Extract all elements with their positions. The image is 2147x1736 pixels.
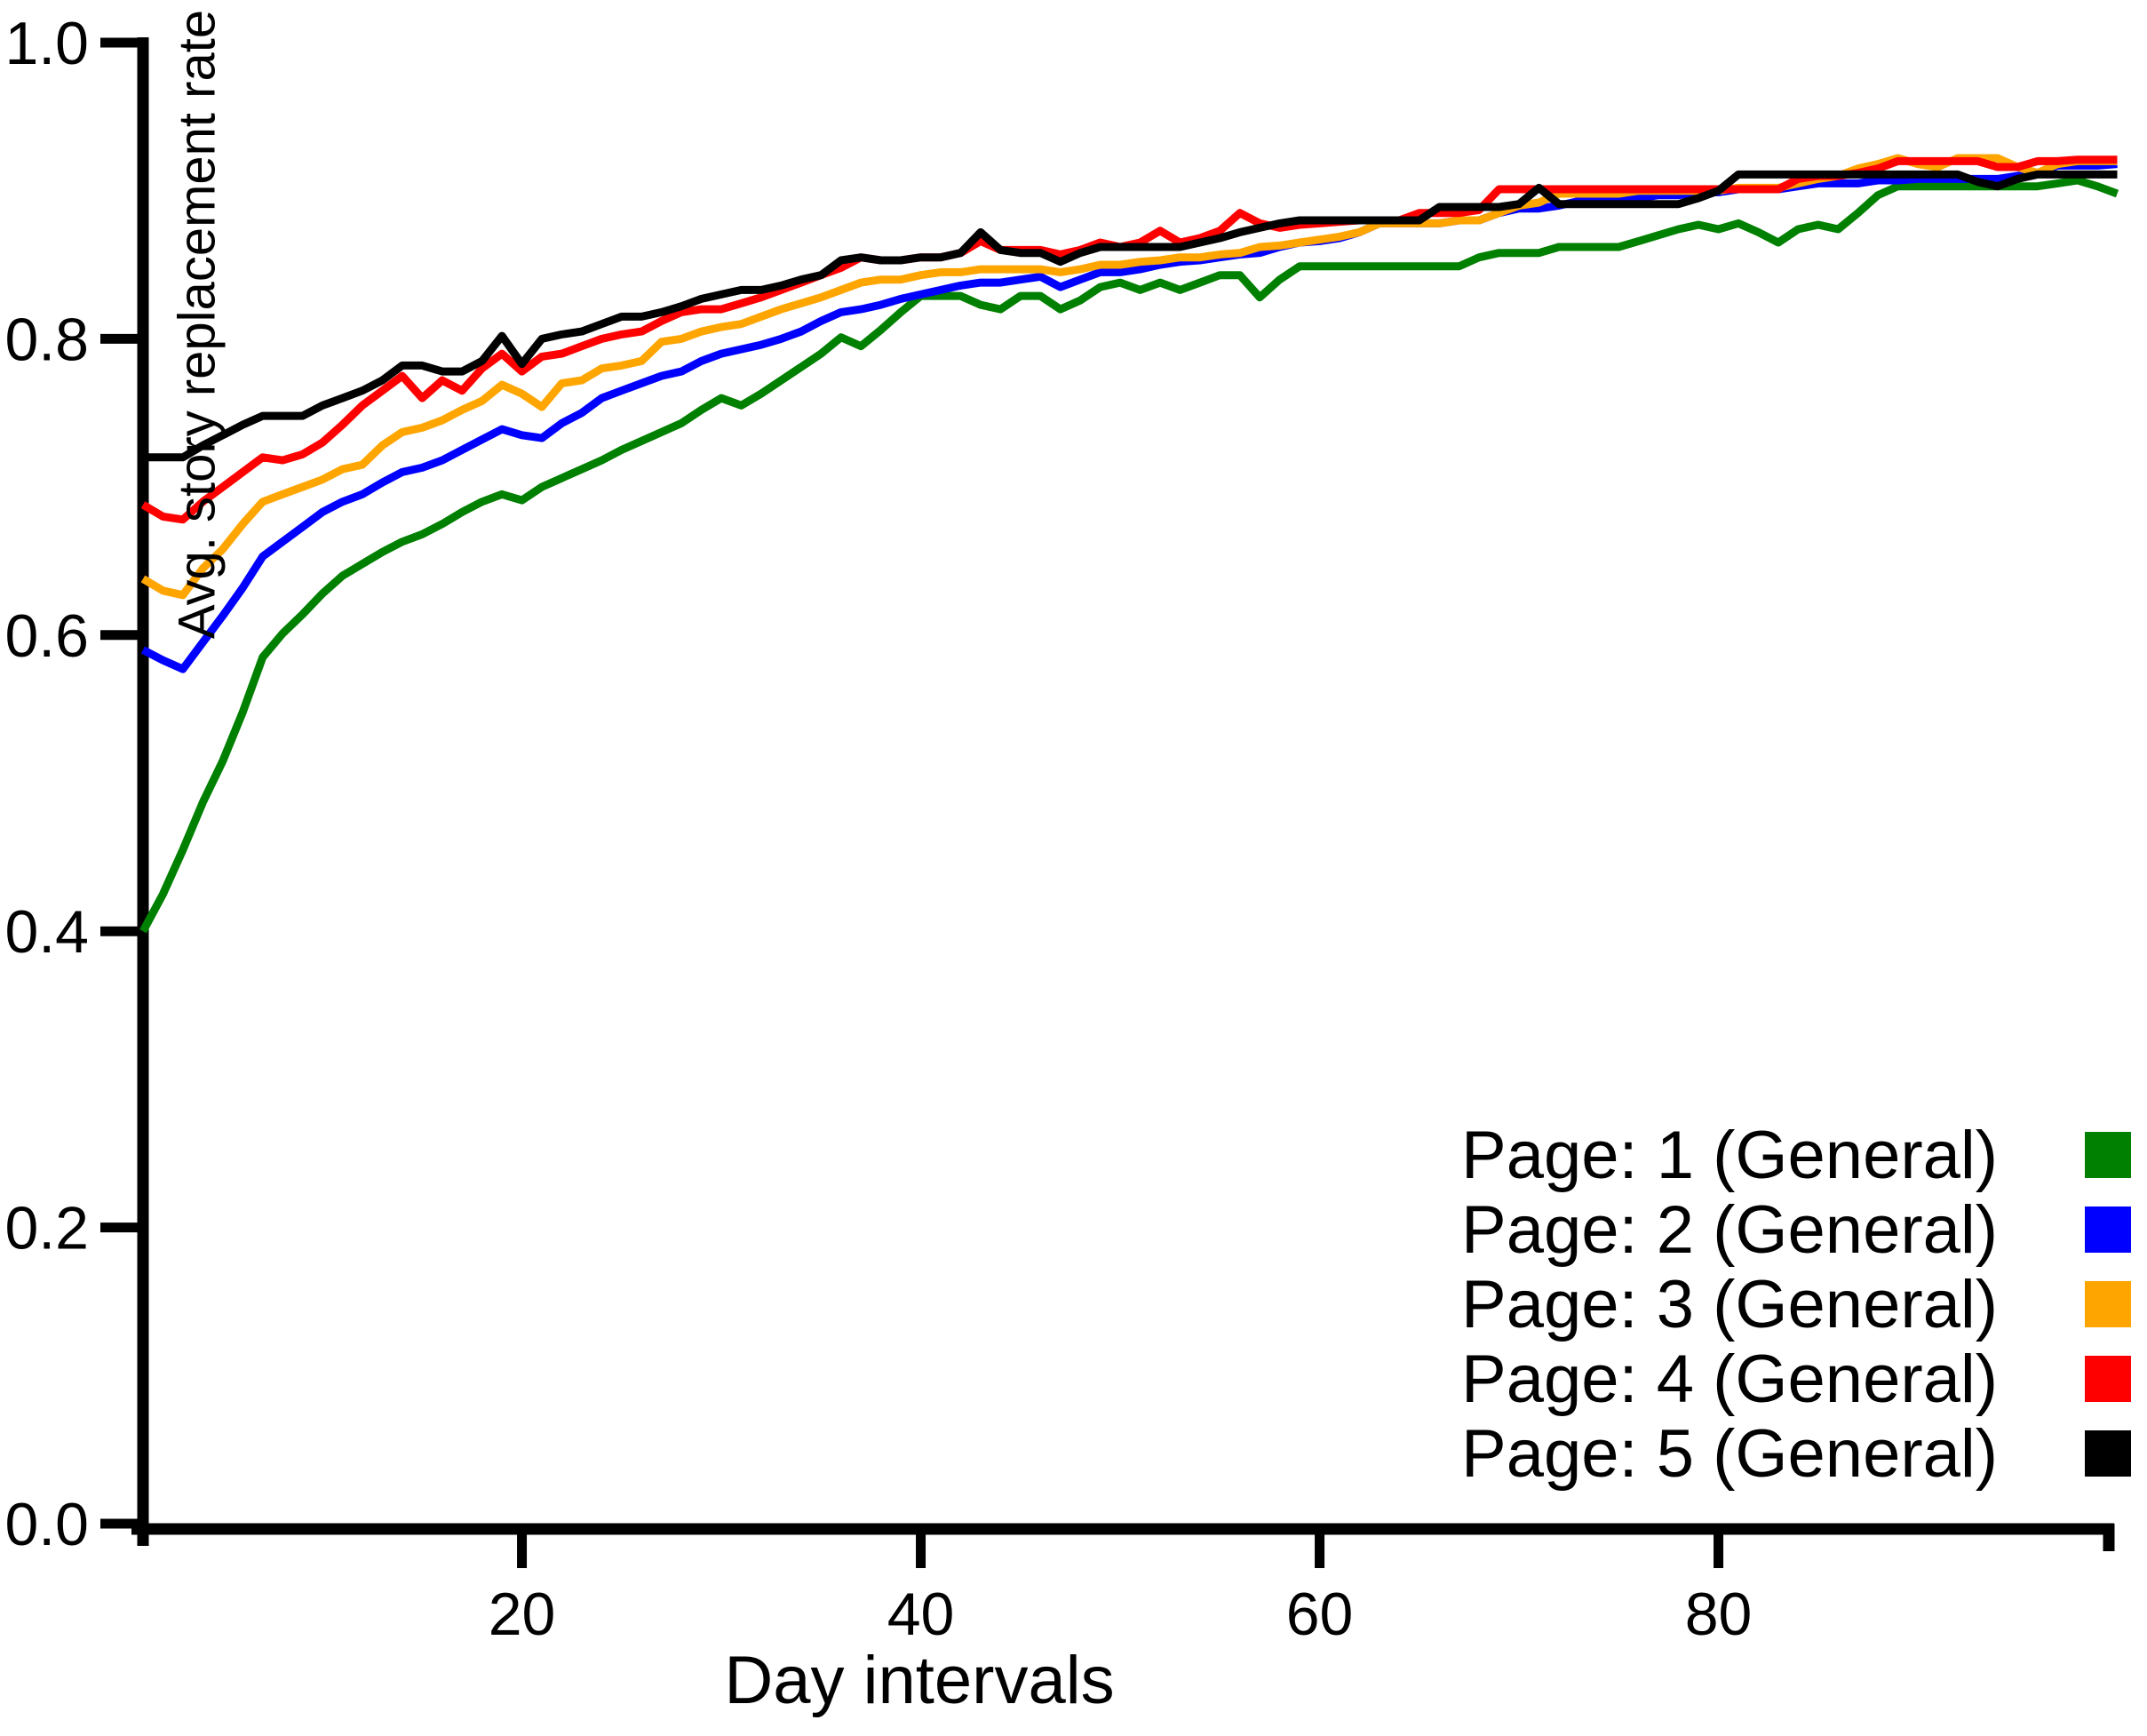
x-tick-label: 40 (887, 1581, 955, 1648)
legend-label: Page: 2 (General) (1461, 1191, 1999, 1268)
legend-label: Page: 1 (General) (1461, 1117, 1999, 1193)
legend-item-page-4: Page: 4 (General) (1461, 1341, 2131, 1417)
x-axis-label: Day intervals (724, 1643, 1115, 1718)
series-line-page-1 (139, 176, 2119, 934)
legend: Page: 1 (General) Page: 2 (General) Page… (1461, 1117, 2131, 1492)
legend-swatch-orange (2085, 1281, 2131, 1327)
y-tick-label: 0.8 (4, 306, 89, 373)
legend-item-page-2: Page: 2 (General) (1461, 1191, 2131, 1268)
legend-label: Page: 3 (General) (1461, 1266, 1999, 1342)
x-tick-label: 60 (1286, 1581, 1354, 1648)
legend-swatch-red (2085, 1356, 2131, 1402)
legend-label: Page: 4 (General) (1461, 1341, 1999, 1417)
y-axis-label: Avg. story replacement rate (168, 9, 227, 640)
y-tick-label: 0.2 (4, 1195, 89, 1262)
y-tick-label: 0.0 (4, 1491, 89, 1558)
legend-item-page-5: Page: 5 (General) (1461, 1415, 2131, 1492)
y-tick-label: 1.0 (4, 10, 89, 77)
x-tick-label: 80 (1685, 1581, 1753, 1648)
series-line-page-2 (140, 160, 2118, 673)
series-line-page-5 (143, 170, 2118, 462)
legend-swatch-black (2085, 1430, 2131, 1477)
y-tick-label: 0.4 (4, 898, 89, 966)
legend-swatch-blue (2085, 1206, 2131, 1253)
y-tick-label: 0.6 (4, 602, 89, 670)
legend-swatch-green (2085, 1132, 2131, 1178)
legend-item-page-3: Page: 3 (General) (1461, 1267, 2131, 1342)
legend-item-page-1: Page: 1 (General) (1461, 1117, 2131, 1193)
x-tick-label: 20 (489, 1581, 556, 1648)
legend-label: Page: 5 (General) (1461, 1415, 1999, 1492)
